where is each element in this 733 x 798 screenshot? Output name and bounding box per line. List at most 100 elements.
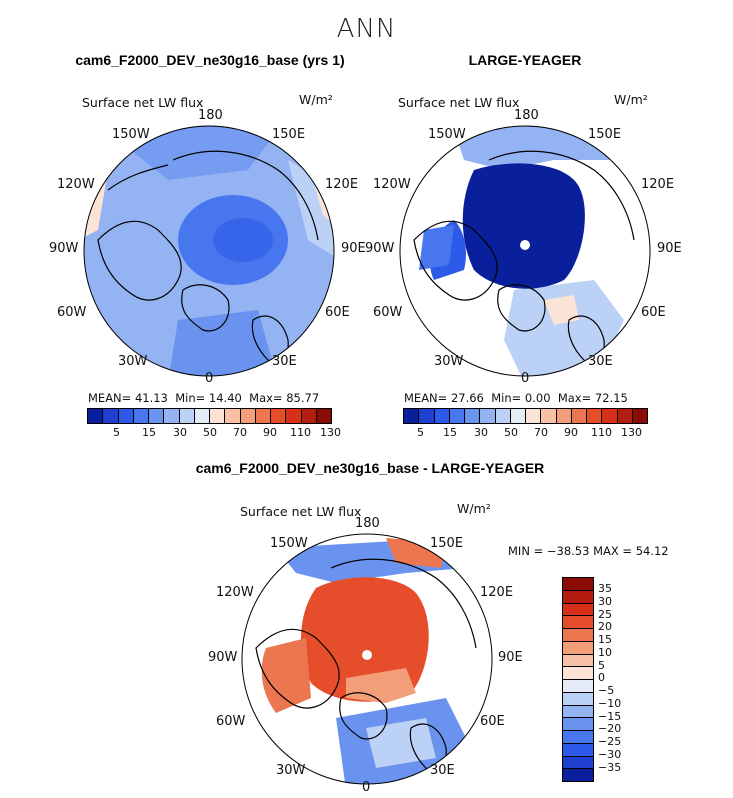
- panel3-cb-label: −30: [598, 748, 622, 761]
- colorbar-swatch: [286, 409, 302, 423]
- panel1-max-value: 85.77: [286, 391, 320, 405]
- panel2-coastline-greenland: [497, 284, 546, 332]
- panel1-units-label: W/m²: [299, 92, 333, 107]
- colorbar-swatch: [495, 409, 511, 423]
- colorbar-swatch: [271, 409, 287, 423]
- colorbar-swatch: [632, 409, 647, 423]
- panel3-lon-120w: 120W: [216, 585, 254, 600]
- colorbar-swatch: [602, 409, 618, 423]
- panel1-stats: MEAN= 41.13 Min= 14.40 Max= 85.77: [88, 391, 319, 405]
- panel3-map-border: [241, 533, 493, 785]
- panel3-variable-label: Surface net LW flux: [240, 504, 362, 519]
- panel2-max-value: 72.15: [594, 391, 628, 405]
- colorbar-swatch: [563, 718, 593, 731]
- panel1-variable-label: Surface net LW flux: [82, 95, 204, 110]
- panel3-coastline-greenland: [339, 692, 388, 740]
- panel2-field-arctic-ocean: [462, 163, 585, 289]
- panel3-lon-150e: 150E: [430, 536, 464, 551]
- colorbar-swatch: [563, 756, 593, 770]
- colorbar-swatch: [510, 409, 526, 423]
- panel2-lon-120e: 120E: [641, 177, 675, 192]
- panel2-variable-label: Surface net LW flux: [398, 95, 520, 110]
- panel1-min-value: 14.40: [208, 391, 242, 405]
- panel1-field-arctic-inner: [213, 218, 273, 262]
- panel1-mean-label: MEAN=: [88, 391, 132, 405]
- panel3-cb-label: 15: [598, 633, 612, 646]
- panel2-map-border: [399, 125, 651, 377]
- panel3-min-max: MIN = −38.53 MAX = 54.12: [508, 544, 669, 558]
- panel2-max-label: Max=: [557, 391, 592, 405]
- panel3-units-label: W/m²: [457, 501, 491, 516]
- panel1-colorbar: [87, 408, 332, 424]
- panel1-colorbar-labels: 5 15 30 50 70 90 110 130: [87, 426, 341, 440]
- panel3-cb-label: −25: [598, 735, 622, 748]
- panel2-colorbar: [403, 408, 648, 424]
- panel1-coastline-greenland: [181, 284, 230, 332]
- panel2-cb-label: 70: [534, 426, 548, 439]
- colorbar-swatch: [571, 409, 587, 423]
- panel2-cb-label: 90: [564, 426, 578, 439]
- panel1-lon-30e: 30E: [272, 354, 297, 369]
- panel2-lon-30w: 30W: [434, 354, 464, 369]
- panel2-north-pole-marker: [520, 240, 530, 250]
- panel1-lon-120w: 120W: [57, 177, 95, 192]
- panel3-cb-label: −10: [598, 697, 622, 710]
- panel3-north-pole-marker: [362, 650, 372, 660]
- panel2-lon-150e: 150E: [588, 127, 622, 142]
- panel2-cb-label: 5: [417, 426, 424, 439]
- panel2-field-atlantic-warm: [544, 295, 579, 325]
- panel3-lon-60w: 60W: [216, 714, 246, 729]
- panel1-cb-label: 50: [203, 426, 217, 439]
- panel2-coastline-siberia: [488, 150, 635, 241]
- colorbar-swatch: [563, 667, 593, 680]
- colorbar-swatch: [255, 409, 271, 423]
- panel1-title: cam6_F2000_DEV_ne30g16_base (yrs 1): [75, 52, 345, 68]
- colorbar-swatch: [617, 409, 633, 423]
- panel3-cb-label: 30: [598, 595, 612, 608]
- colorbar-swatch: [194, 409, 210, 423]
- panel3-cb-label: 35: [598, 582, 612, 595]
- colorbar-swatch: [563, 629, 593, 642]
- colorbar-swatch: [563, 616, 593, 629]
- colorbar-swatch: [563, 731, 593, 744]
- panel3-lon-60e: 60E: [480, 714, 505, 729]
- panel2-mean-value: 27.66: [450, 391, 484, 405]
- colorbar-swatch: [240, 409, 256, 423]
- colorbar-swatch: [434, 409, 450, 423]
- panel3-lon-0: 0: [362, 780, 371, 795]
- panel1-min-label: Min=: [175, 391, 206, 405]
- colorbar-swatch: [563, 692, 593, 706]
- panel1-lon-120e: 120E: [325, 177, 359, 192]
- panel3-coastline-canada: [255, 628, 340, 709]
- panel2-coastline-canada: [413, 220, 498, 301]
- panel2-polar-map: [399, 125, 651, 377]
- panel2-mean-label: MEAN=: [404, 391, 448, 405]
- colorbar-swatch: [480, 409, 496, 423]
- colorbar-swatch: [563, 603, 593, 617]
- panel3-cb-label: 20: [598, 620, 612, 633]
- colorbar-swatch: [210, 409, 226, 423]
- panel3-cb-label: −35: [598, 761, 622, 774]
- colorbar-swatch: [118, 409, 134, 423]
- panel2-cb-label: 110: [591, 426, 612, 439]
- colorbar-swatch: [103, 409, 119, 423]
- panel1-lon-0: 0: [205, 371, 214, 386]
- panel2-stats: MEAN= 27.66 Min= 0.00 Max= 72.15: [404, 391, 628, 405]
- colorbar-swatch: [133, 409, 149, 423]
- panel2-lon-180: 180: [514, 108, 539, 123]
- panel2-units-label: W/m²: [614, 92, 648, 107]
- panel2-min-label: Min=: [491, 391, 522, 405]
- colorbar-swatch: [563, 769, 593, 781]
- panel1-lon-60e: 60E: [325, 305, 350, 320]
- panel2-cb-label: 50: [504, 426, 518, 439]
- panel1-coastline-alaska: [107, 164, 169, 191]
- panel1-field-atlantic: [168, 310, 278, 376]
- colorbar-swatch: [301, 409, 317, 423]
- panel1-coastline-siberia: [172, 150, 319, 241]
- colorbar-swatch: [563, 743, 593, 757]
- panel1-lon-150e: 150E: [272, 127, 306, 142]
- panel3-field-baffin: [346, 668, 416, 703]
- panel3-field-atlantic-light: [366, 718, 436, 768]
- panel3-cb-label: 10: [598, 646, 612, 659]
- panel2-lon-60e: 60E: [641, 305, 666, 320]
